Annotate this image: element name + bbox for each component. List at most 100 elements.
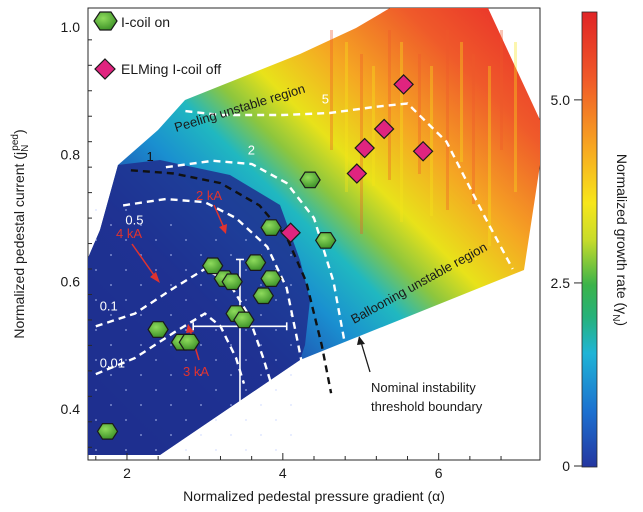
field-grid-dot xyxy=(125,299,127,301)
field-grid-dot xyxy=(155,359,157,361)
contour-label-1: 1 xyxy=(146,149,153,164)
field-grid-dot xyxy=(185,239,187,241)
data-point-elming xyxy=(346,163,368,184)
field-grid-dot xyxy=(125,449,127,451)
contour-0-5 xyxy=(122,197,306,378)
field-streak xyxy=(400,42,403,222)
field-grid-dot xyxy=(110,254,112,256)
field-grid-dot xyxy=(260,374,262,376)
field-grid-dot xyxy=(245,269,247,271)
data-point-icoil-on xyxy=(260,270,282,287)
colorbar: 0 2.5 5.0 Normalized growth rate (γN) xyxy=(551,11,630,474)
data-point-icoil-on xyxy=(221,273,243,291)
legend: I-coil on ELMing I-coil off xyxy=(93,11,221,80)
colorbar-ticks: 0 2.5 5.0 xyxy=(551,92,582,474)
x-axis-title: Normalized pedestal pressure gradient (α… xyxy=(183,488,445,504)
field-grid-dot xyxy=(215,239,217,241)
colorbar-tick-label: 0 xyxy=(562,458,570,474)
field-grid-dot xyxy=(275,389,277,391)
boundary-note-line2: threshold boundary xyxy=(371,399,483,414)
field-grid-dot xyxy=(155,269,157,271)
field-grid-dot xyxy=(170,434,172,436)
field-grid-dot xyxy=(275,419,277,421)
field-grid-dot xyxy=(290,434,292,436)
field-grid-dot xyxy=(230,434,232,436)
field-grid-dot xyxy=(170,344,172,346)
data-point-elming xyxy=(354,137,376,159)
y-axis-title-main: Normalized pedestal current (j xyxy=(11,152,27,339)
field-grid-dot xyxy=(110,314,112,316)
field-grid-dot xyxy=(290,404,292,406)
field-streak xyxy=(446,30,449,210)
coil-2ka-arrow xyxy=(213,204,225,229)
field-grid-dot xyxy=(185,419,187,421)
field-grid-dot xyxy=(170,224,172,226)
y-tick-label: 1.0 xyxy=(61,19,81,35)
field-grid-dot xyxy=(95,239,97,241)
field-grid-dot xyxy=(170,284,172,286)
data-point-elming xyxy=(412,140,434,162)
x-axis-ticks: 2 4 6 xyxy=(95,453,502,481)
field-grid-dot xyxy=(230,344,232,346)
field-grid-dot xyxy=(200,404,202,406)
contour-label-0-1: 0.1 xyxy=(100,298,118,313)
colorbar-tick-label: 5.0 xyxy=(551,92,571,108)
field-grid-dot xyxy=(140,314,142,316)
field-grid-dot xyxy=(290,284,292,286)
data-point-elming xyxy=(280,222,301,244)
field-grid-dot xyxy=(140,434,142,436)
coil-2ka-label: 2 kA xyxy=(196,188,222,203)
field-grid-dot xyxy=(125,209,127,211)
field-grid-dot xyxy=(215,449,217,451)
data-point-icoil-on xyxy=(244,254,267,271)
field-grid-dot xyxy=(215,389,217,391)
boundary-note-line1: Nominal instability xyxy=(371,380,476,395)
field-grid-dot xyxy=(230,404,232,406)
contour-label-2: 2 xyxy=(248,142,255,157)
y-axis-title-end: ) xyxy=(11,129,27,134)
data-point-icoil-on xyxy=(147,321,169,338)
field-grid-dot xyxy=(290,374,292,376)
field-grid-dot xyxy=(275,299,277,301)
field-grid-dot xyxy=(290,254,292,256)
field-grid-dot xyxy=(215,419,217,421)
y-tick-label: 0.6 xyxy=(61,274,81,290)
data-point-icoil-on xyxy=(314,232,337,249)
data-point-icoil-on xyxy=(178,333,201,351)
field-grid-dot xyxy=(170,254,172,256)
data-points xyxy=(96,74,434,440)
field-grid-dot xyxy=(245,449,247,451)
field-grid-dot xyxy=(200,344,202,346)
field-grid-dot xyxy=(185,329,187,331)
boundary-arrow xyxy=(360,341,371,373)
field-streak xyxy=(418,54,421,174)
x-tick-label: 6 xyxy=(435,465,443,481)
contour-2 xyxy=(165,159,353,391)
coil-2ka-arrowhead xyxy=(219,224,227,234)
colorbar-title-end: ) xyxy=(614,321,630,326)
coil-3ka-label: 3 kA xyxy=(183,364,209,379)
coil-4ka-arrow xyxy=(131,243,157,279)
field-streak xyxy=(330,30,333,150)
field-grid-dot xyxy=(125,269,127,271)
field-grid-dot xyxy=(215,299,217,301)
y-tick-label: 0.4 xyxy=(61,401,81,417)
field-grid-dot xyxy=(185,359,187,361)
field-streak xyxy=(472,54,475,204)
x-tick-label: 4 xyxy=(279,465,287,481)
colorbar-title-main: Normalized growth rate (γ xyxy=(614,154,630,314)
legend-label-elming: ELMing I-coil off xyxy=(121,61,221,77)
field-grid-dot xyxy=(140,404,142,406)
coil-4ka-label: 4 kA xyxy=(116,226,142,241)
field-grid-dot xyxy=(140,344,142,346)
field-grid-dot xyxy=(245,329,247,331)
field-grid-dot xyxy=(110,404,112,406)
field-grid-dot xyxy=(275,359,277,361)
coil-3ka-arrowhead xyxy=(186,324,194,333)
data-point-icoil-on xyxy=(233,311,255,329)
field-grid-dot xyxy=(170,374,172,376)
field-grid-dot xyxy=(215,329,217,331)
field-grid-dot xyxy=(140,284,142,286)
field-streak xyxy=(345,42,348,192)
legend-diamond-icon xyxy=(94,58,116,80)
